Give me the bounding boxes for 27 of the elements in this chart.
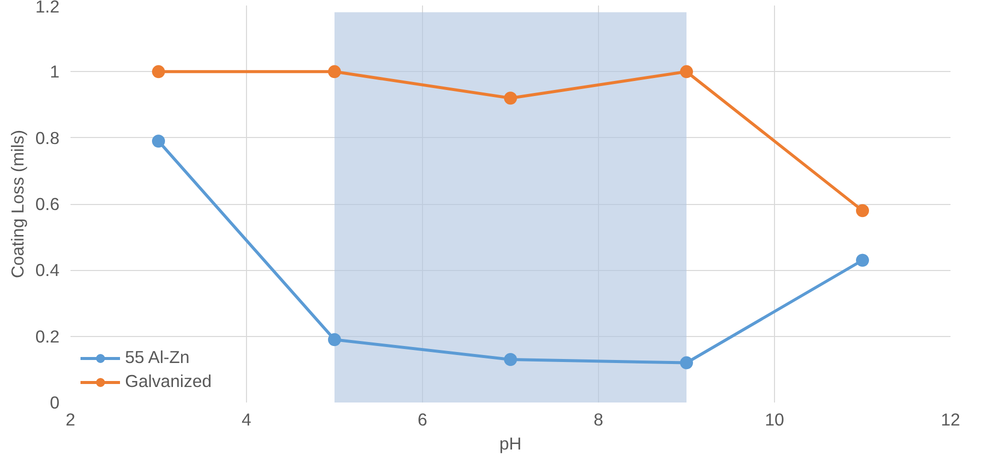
y-tick-label: 0.8 (35, 128, 60, 148)
point (152, 65, 165, 78)
y-tick-label: 0.4 (35, 260, 60, 280)
point (328, 333, 341, 346)
x-tick-label: 6 (418, 410, 428, 430)
point (680, 65, 693, 78)
y-tick-label: 1 (50, 62, 60, 82)
point (504, 92, 517, 105)
x-tick-label: 4 (242, 410, 252, 430)
legend-label: Galvanized (125, 371, 212, 392)
point (504, 353, 517, 366)
y-tick-label: 0.6 (35, 194, 60, 214)
point (152, 134, 165, 148)
x-tick-label: 2 (66, 410, 76, 430)
y-axis-title: Coating Loss (mils) (7, 130, 28, 278)
point (856, 254, 869, 267)
x-tick-label: 12 (940, 410, 960, 430)
point (680, 356, 693, 370)
x-axis-title: pH (499, 434, 522, 454)
y-tick-label: 0.2 (35, 326, 60, 346)
x-tick-label: 8 (594, 410, 604, 430)
x-tick-label: 10 (764, 410, 784, 430)
y-tick-label: 1.2 (35, 0, 60, 16)
point (328, 65, 341, 78)
point (856, 204, 869, 218)
legend-label: 55 Al-Zn (125, 347, 190, 368)
y-tick-label: 0 (50, 392, 60, 412)
